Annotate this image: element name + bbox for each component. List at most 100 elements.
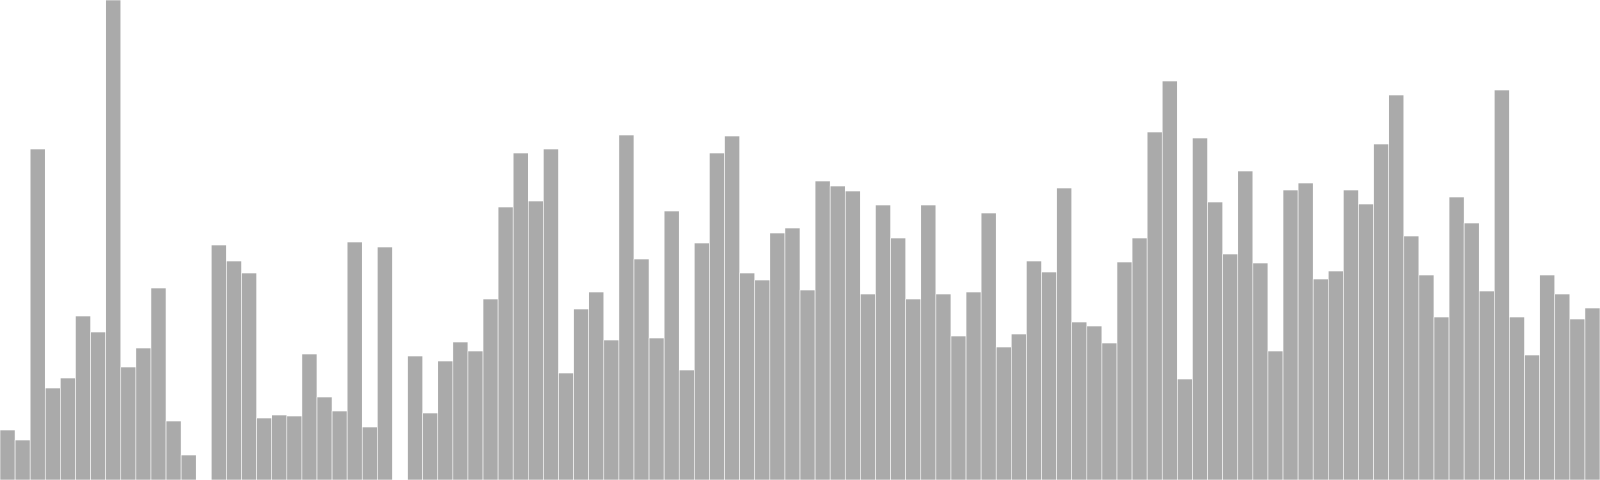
bar-105 bbox=[1584, 307, 1600, 480]
bar-35 bbox=[527, 200, 544, 480]
bar-0 bbox=[0, 429, 16, 480]
bar-83 bbox=[1252, 262, 1269, 480]
bar-68 bbox=[1026, 260, 1042, 480]
bar-40 bbox=[603, 339, 620, 480]
bar-84 bbox=[1267, 350, 1284, 480]
bar-6 bbox=[90, 331, 106, 480]
bar-29 bbox=[437, 360, 454, 480]
bar-99 bbox=[1494, 89, 1510, 480]
bar-98 bbox=[1478, 290, 1495, 480]
bar-48 bbox=[724, 135, 740, 480]
bar-59 bbox=[890, 237, 906, 480]
bar-75 bbox=[1131, 237, 1148, 480]
bar-10 bbox=[150, 287, 167, 480]
bar-74 bbox=[1116, 261, 1133, 480]
bar-47 bbox=[709, 152, 725, 480]
bar-28 bbox=[422, 412, 439, 480]
bar-63 bbox=[950, 335, 967, 480]
bar-17 bbox=[256, 417, 272, 480]
bar-49 bbox=[739, 272, 756, 480]
bar-5 bbox=[75, 315, 91, 480]
bar-96 bbox=[1448, 196, 1465, 480]
bar-61 bbox=[920, 204, 937, 480]
bar-22 bbox=[331, 410, 348, 480]
bar-54 bbox=[814, 180, 831, 480]
bar-18 bbox=[271, 414, 288, 480]
bar-2 bbox=[29, 148, 46, 480]
bar-12 bbox=[180, 454, 197, 480]
bar-86 bbox=[1297, 182, 1314, 480]
bar-56 bbox=[844, 190, 861, 480]
bar-91 bbox=[1373, 143, 1389, 480]
bar-3 bbox=[44, 387, 61, 480]
bar-94 bbox=[1418, 274, 1435, 480]
bar-70 bbox=[1056, 187, 1072, 480]
bar-52 bbox=[784, 227, 801, 480]
bar-21 bbox=[316, 396, 333, 480]
bar-102 bbox=[1539, 274, 1556, 480]
bar-97 bbox=[1463, 222, 1480, 480]
bar-27 bbox=[407, 355, 423, 480]
bar-76 bbox=[1146, 131, 1163, 480]
bar-88 bbox=[1328, 270, 1344, 480]
bar-67 bbox=[1011, 333, 1027, 480]
bar-50 bbox=[754, 279, 771, 480]
bar-16 bbox=[241, 272, 257, 480]
bar-64 bbox=[965, 291, 982, 480]
bar-7 bbox=[105, 0, 122, 480]
bar-32 bbox=[482, 298, 499, 480]
bar-57 bbox=[860, 293, 876, 480]
bar-41 bbox=[618, 134, 635, 480]
bar-90 bbox=[1358, 203, 1374, 480]
bar-38 bbox=[573, 308, 589, 480]
bar-15 bbox=[226, 260, 242, 480]
bar-51 bbox=[769, 232, 786, 480]
bar-69 bbox=[1041, 271, 1057, 480]
bar-4 bbox=[60, 377, 76, 480]
bar-23 bbox=[346, 241, 363, 480]
bar-44 bbox=[663, 210, 680, 480]
bar-77 bbox=[1161, 80, 1178, 480]
bar-81 bbox=[1222, 253, 1239, 480]
bar-46 bbox=[694, 242, 710, 480]
bar-89 bbox=[1343, 189, 1359, 480]
bar-60 bbox=[905, 298, 922, 480]
bar-72 bbox=[1086, 325, 1103, 480]
bar-43 bbox=[648, 337, 665, 480]
bar-11 bbox=[165, 420, 182, 480]
bar-45 bbox=[678, 369, 695, 480]
bar-53 bbox=[799, 289, 816, 480]
bar-101 bbox=[1524, 354, 1540, 480]
bar-42 bbox=[633, 258, 650, 480]
bar-37 bbox=[558, 372, 574, 480]
bar-20 bbox=[301, 353, 318, 480]
bar-30 bbox=[452, 341, 469, 480]
bar-87 bbox=[1312, 278, 1329, 480]
bar-39 bbox=[588, 291, 605, 480]
bar-104 bbox=[1569, 318, 1586, 480]
bar-73 bbox=[1101, 342, 1118, 480]
bar-95 bbox=[1433, 316, 1450, 480]
bar-66 bbox=[995, 346, 1012, 480]
bar-36 bbox=[543, 148, 559, 480]
bar-62 bbox=[935, 293, 952, 480]
bar-92 bbox=[1388, 94, 1405, 480]
bar-80 bbox=[1207, 201, 1223, 480]
bar-65 bbox=[980, 212, 997, 480]
bar-103 bbox=[1554, 293, 1571, 480]
bar-78 bbox=[1177, 378, 1193, 480]
bar-71 bbox=[1071, 321, 1088, 480]
bar-24 bbox=[361, 426, 378, 480]
bar-55 bbox=[829, 185, 846, 480]
bar-31 bbox=[467, 350, 484, 480]
bar-19 bbox=[286, 415, 303, 480]
bar-79 bbox=[1192, 137, 1208, 480]
bar-82 bbox=[1237, 170, 1254, 480]
bar-9 bbox=[135, 347, 152, 480]
bar-100 bbox=[1509, 316, 1525, 480]
bar-34 bbox=[512, 152, 529, 480]
bar-25 bbox=[377, 246, 393, 480]
bar-14 bbox=[211, 244, 227, 480]
bar-85 bbox=[1282, 189, 1299, 480]
